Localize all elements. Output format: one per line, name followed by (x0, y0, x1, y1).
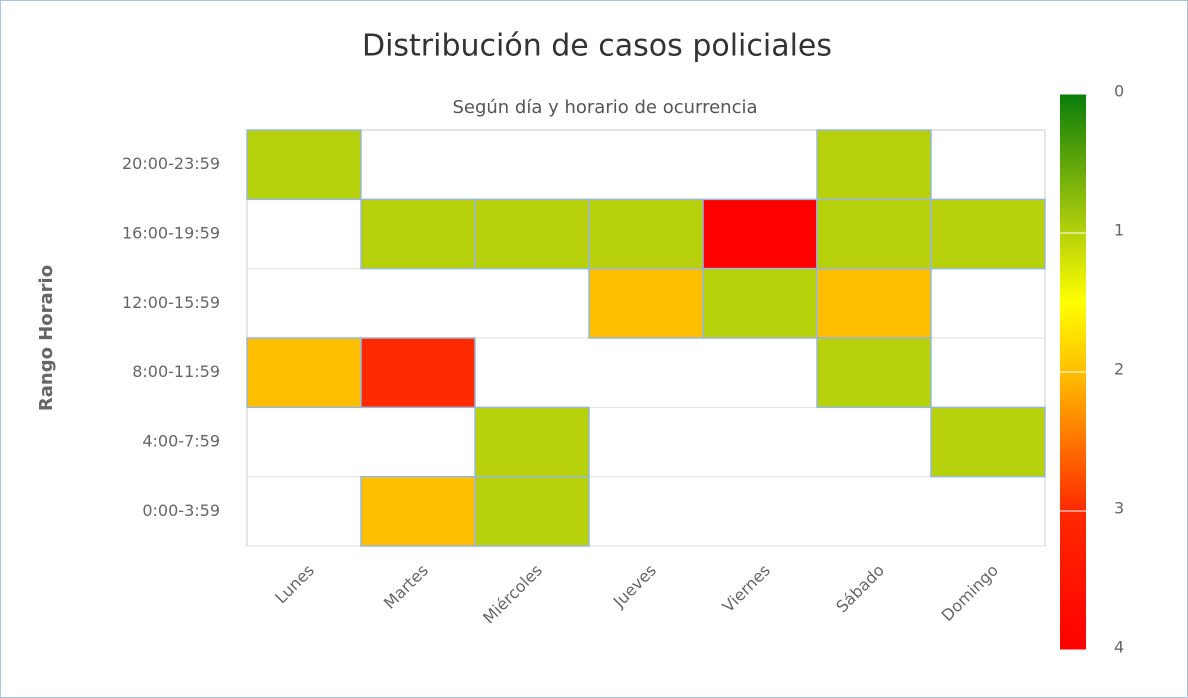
heat-cell (588, 198, 704, 270)
heat-cell (360, 198, 476, 270)
heat-cell (816, 129, 932, 201)
heat-cell (930, 198, 1046, 270)
color-tick-label: 2 (1114, 360, 1124, 379)
heat-cell (816, 198, 932, 270)
heat-cell (702, 267, 818, 339)
heat-cell (474, 198, 590, 270)
heat-cell (816, 337, 932, 409)
y-axis-label: Rango Horario (36, 265, 57, 411)
heat-cell (360, 475, 476, 547)
y-tick-label: 16:00-19:59 (122, 224, 220, 243)
heat-cell (474, 475, 590, 547)
heat-cell (816, 267, 932, 339)
color-tick-label: 1 (1114, 221, 1124, 240)
heat-cell (588, 267, 704, 339)
heat-cell (246, 337, 362, 409)
y-tick-label: 0:00-3:59 (142, 501, 220, 520)
color-tick-label: 4 (1114, 638, 1124, 657)
chart-subtitle: Según día y horario de ocurrencia (452, 97, 757, 118)
y-tick-label: 20:00-23:59 (122, 154, 220, 173)
color-tick-label: 3 (1114, 499, 1124, 518)
heat-cell (246, 129, 362, 201)
heat-cell (702, 198, 818, 270)
heat-cell (360, 337, 476, 409)
heat-cell (474, 406, 590, 478)
y-tick-label: 8:00-11:59 (132, 362, 220, 381)
y-tick-label: 4:00-7:59 (142, 432, 220, 451)
chart-title: Distribución de casos policiales (362, 29, 832, 64)
y-tick-label: 12:00-15:59 (122, 293, 220, 312)
heat-cell (930, 406, 1046, 478)
color-tick-label: 0 (1114, 82, 1124, 101)
